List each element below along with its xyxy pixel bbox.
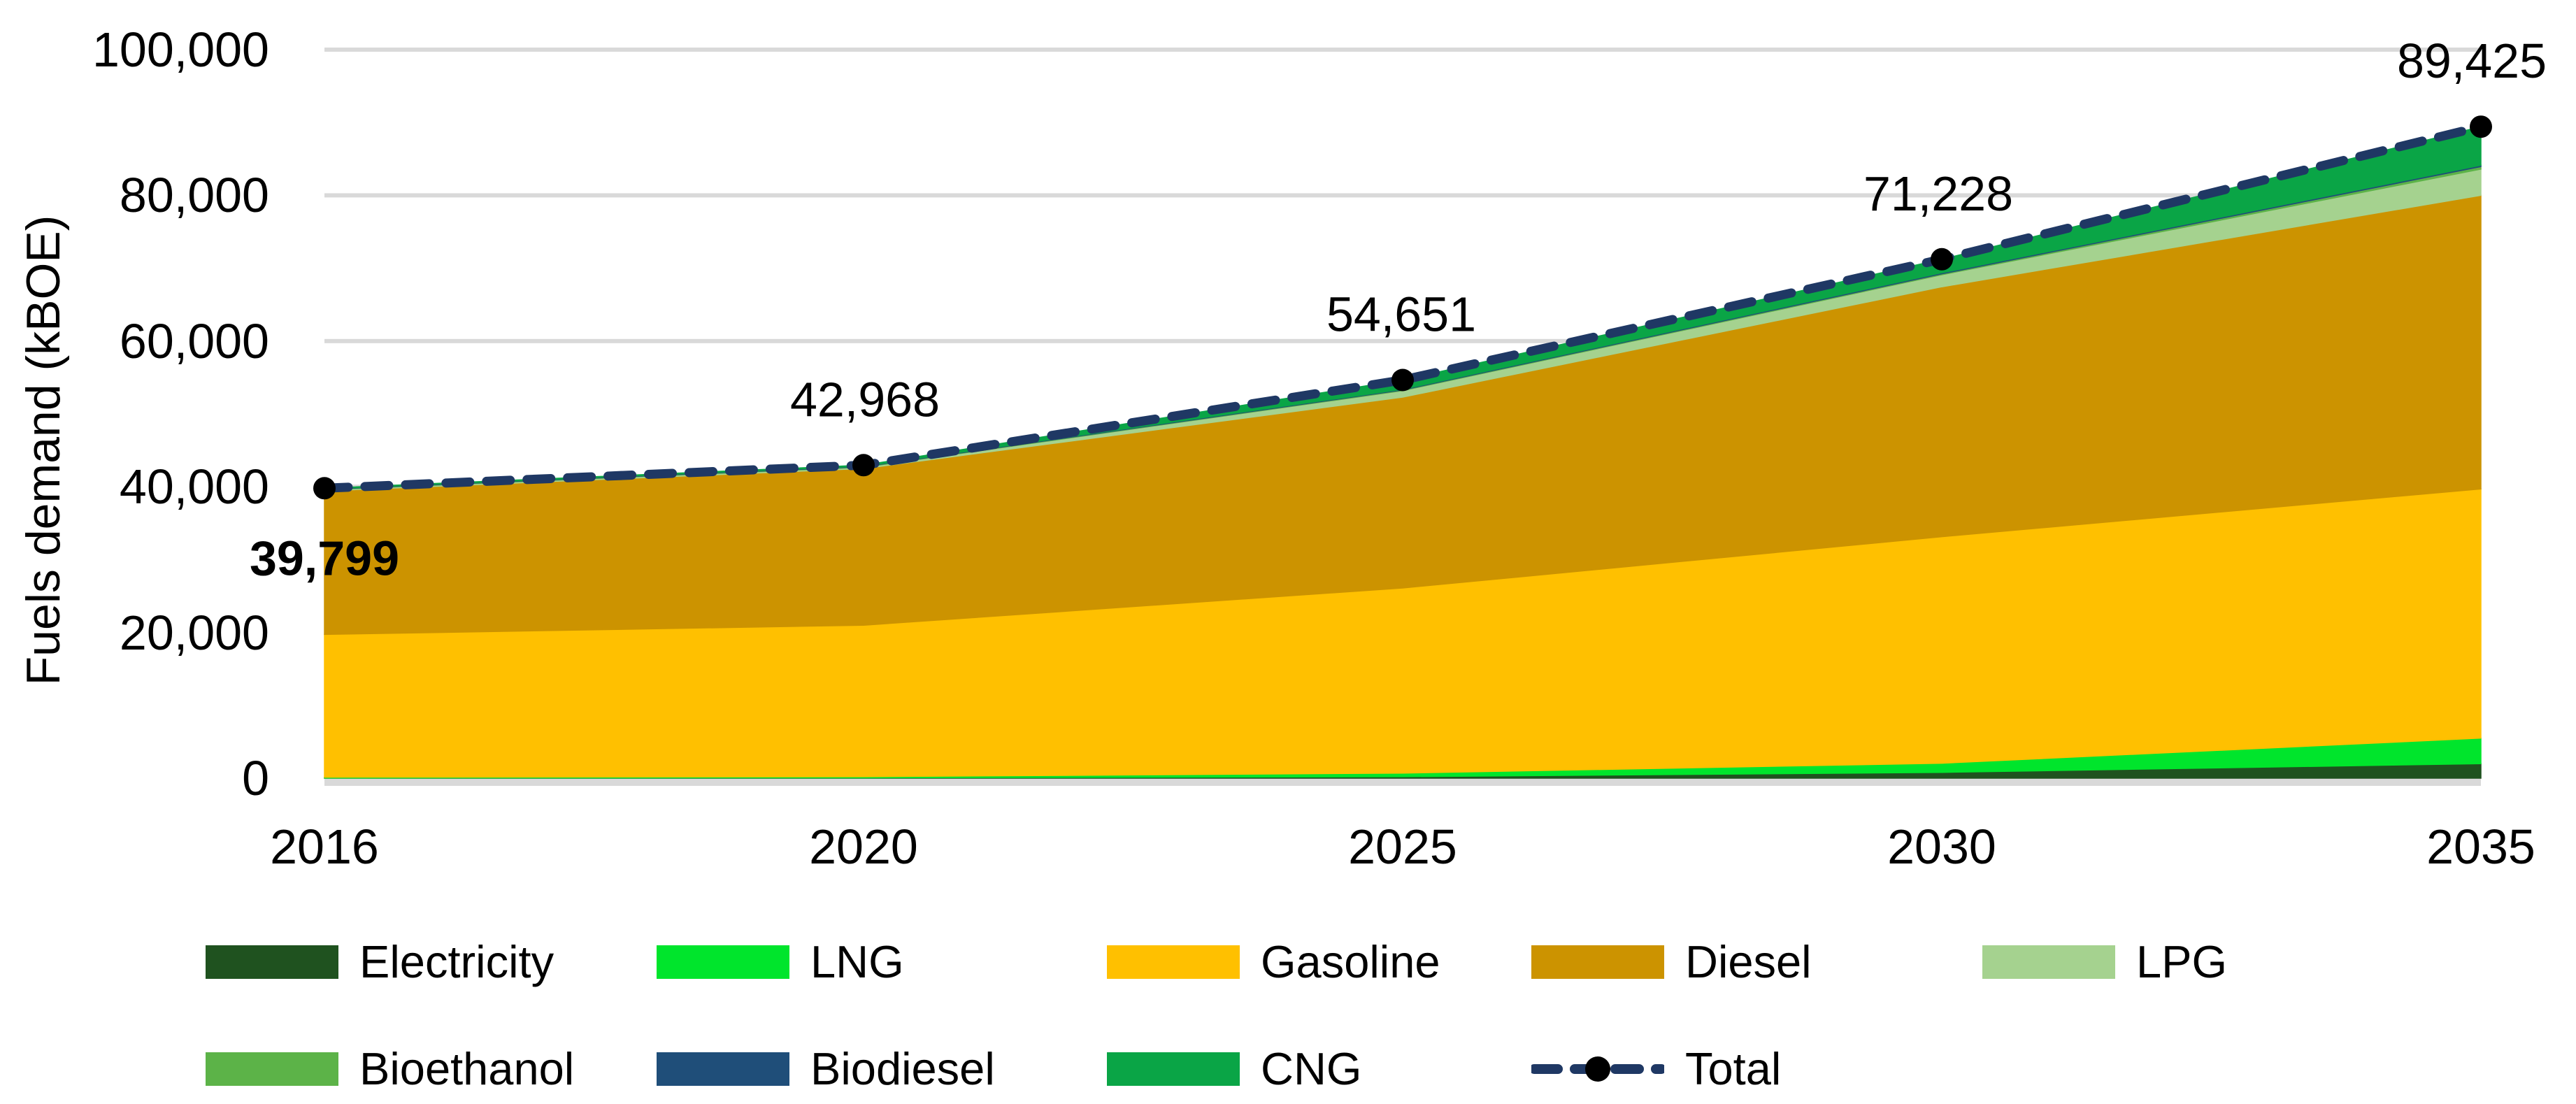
x-axis-line xyxy=(324,778,2481,786)
total-marker-2016 xyxy=(313,477,336,500)
legend-item-lng: LNG xyxy=(657,936,904,987)
legend-label-total: Total xyxy=(1685,1043,1782,1094)
legend-swatch-biodiesel xyxy=(657,1052,789,1086)
y-tick-60000: 60,000 xyxy=(119,313,269,368)
legend-item-gasoline: Gasoline xyxy=(1107,936,1440,987)
legend-label-electricity: Electricity xyxy=(359,936,554,987)
y-tick-0: 0 xyxy=(242,751,269,805)
legend-item-biodiesel: Biodiesel xyxy=(657,1043,995,1094)
x-label-2025: 2025 xyxy=(1348,819,1457,874)
legend-item-bioethanol: Bioethanol xyxy=(206,1043,575,1094)
x-label-2020: 2020 xyxy=(809,819,918,874)
legend-swatch-gasoline xyxy=(1107,945,1240,979)
legend-label-lng: LNG xyxy=(810,936,904,987)
legend-item-lpg: LPG xyxy=(1982,936,2228,987)
legend-label-biodiesel: Biodiesel xyxy=(810,1043,995,1094)
total-marker-2020 xyxy=(852,454,875,477)
legend-swatch-lpg xyxy=(1982,945,2115,979)
legend-label-gasoline: Gasoline xyxy=(1261,936,1440,987)
legend-label-diesel: Diesel xyxy=(1685,936,1812,987)
gridline-80000 xyxy=(324,193,2481,198)
total-marker-2035 xyxy=(2470,115,2492,138)
data-label-2016: 39,799 xyxy=(250,531,399,585)
legend-item-cng: CNG xyxy=(1107,1043,1362,1094)
x-label-2016: 2016 xyxy=(270,819,379,874)
y-tick-20000: 20,000 xyxy=(119,605,269,660)
data-label-2025: 54,651 xyxy=(1326,287,1476,342)
gridline-100000 xyxy=(324,48,2481,52)
legend-item-total: Total xyxy=(1529,1043,1782,1094)
legend-line-sample-total xyxy=(1529,1052,1666,1086)
y-tick-40000: 40,000 xyxy=(119,459,269,515)
total-marker-2030 xyxy=(1931,248,1953,271)
legend-swatch-lng xyxy=(657,945,789,979)
legend-label-lpg: LPG xyxy=(2136,936,2228,987)
legend-swatch-diesel xyxy=(1531,945,1664,979)
data-label-2020: 42,968 xyxy=(790,372,940,426)
total-marker-2025 xyxy=(1391,368,1414,392)
gridline-60000 xyxy=(324,338,2481,343)
legend-item-diesel: Diesel xyxy=(1531,936,1812,987)
legend-label-bioethanol: Bioethanol xyxy=(359,1043,575,1094)
total-line xyxy=(320,122,2486,493)
legend-item-electricity: Electricity xyxy=(206,936,554,987)
legend-label-cng: CNG xyxy=(1261,1043,1362,1094)
data-label-2035: 89,425 xyxy=(2397,34,2547,88)
data-label-2030: 71,228 xyxy=(1863,166,2013,221)
legend-swatch-cng xyxy=(1107,1052,1240,1086)
x-label-2030: 2030 xyxy=(1887,819,1996,874)
y-tick-80000: 80,000 xyxy=(119,168,269,223)
y-tick-100000: 100,000 xyxy=(92,22,269,77)
legend-swatch-bioethanol xyxy=(206,1052,338,1086)
x-label-2035: 2035 xyxy=(2426,819,2535,874)
legend-swatch-electricity xyxy=(206,945,338,979)
